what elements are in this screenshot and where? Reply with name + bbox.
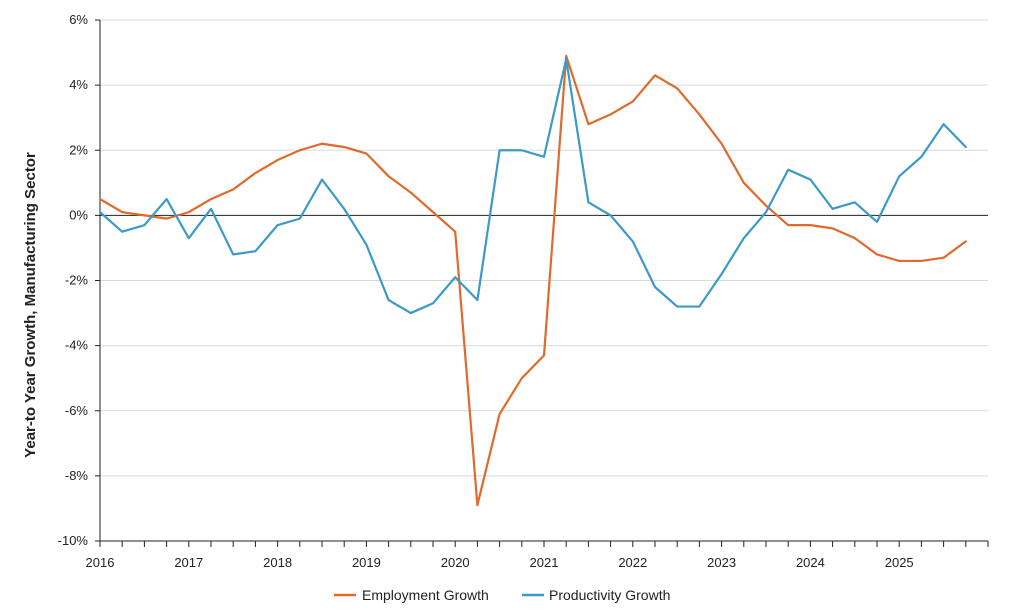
x-tick-label: 2024: [796, 555, 825, 570]
y-tick-label: 6%: [69, 12, 88, 27]
y-tick-label: -8%: [65, 468, 89, 483]
x-tick-label: 2021: [530, 555, 559, 570]
axes: [95, 19, 989, 547]
y-tick-label: 2%: [69, 142, 88, 157]
legend-label: Productivity Growth: [549, 587, 670, 603]
y-tick-label: -2%: [65, 273, 89, 288]
x-tick-label: 2023: [707, 555, 736, 570]
series-line-productivity: [98, 57, 967, 315]
y-tick-label: -4%: [65, 338, 89, 353]
legend-item-productivity: Productivity Growth: [522, 587, 670, 603]
x-tick-label: 2025: [885, 555, 914, 570]
gridlines: [100, 19, 988, 542]
legend-label: Employment Growth: [362, 587, 489, 603]
y-tick-labels: 6% 4% 2% 0% -2% -4% -6% -8% -10%: [58, 12, 89, 548]
x-tick-labels: 2016 2017 2018 2019 2020 2021 2022 2023 2024 2025: [86, 555, 914, 570]
x-tick-label: 2018: [263, 555, 292, 570]
y-tick-label: 4%: [69, 77, 88, 92]
series-line-employment: [98, 54, 967, 507]
legend: Employment Growth Productivity Growth: [334, 587, 670, 603]
y-tick-label: -6%: [65, 403, 89, 418]
y-tick-label: 0%: [69, 207, 88, 222]
x-tick-label: 2019: [352, 555, 381, 570]
x-tick-label: 2020: [441, 555, 470, 570]
x-tick-label: 2022: [618, 555, 647, 570]
x-tick-label: 2017: [174, 555, 203, 570]
y-tick-label: -10%: [58, 533, 89, 548]
series-lines: [98, 54, 967, 507]
y-axis-title: Year-to Year Growth, Manufacturing Secto…: [22, 152, 39, 458]
x-tick-label: 2016: [86, 555, 115, 570]
legend-item-employment: Employment Growth: [334, 587, 489, 603]
